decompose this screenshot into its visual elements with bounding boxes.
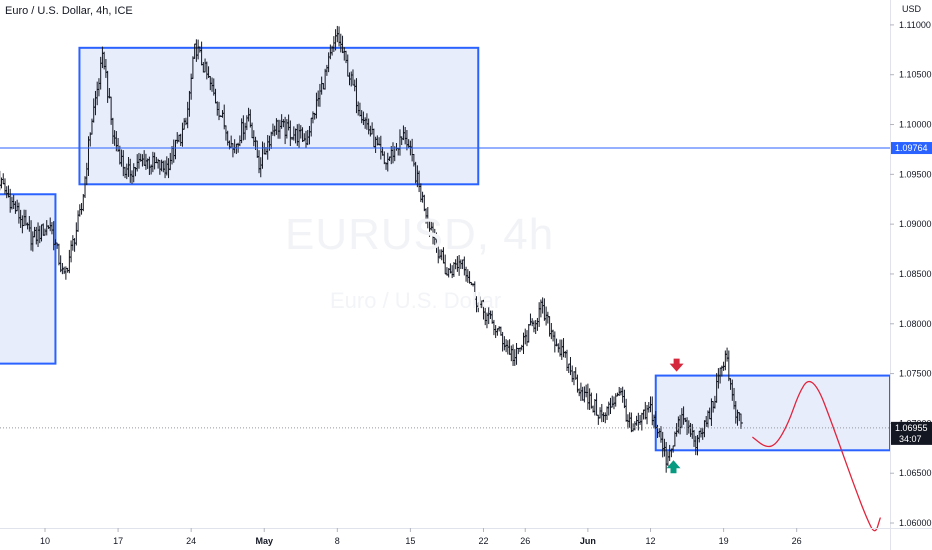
x-tick-label: 12 xyxy=(646,536,656,546)
arrow-down-icon xyxy=(669,358,684,372)
axis-currency-label: USD xyxy=(902,4,922,14)
projection-curve xyxy=(752,380,881,532)
last-price-badge xyxy=(891,421,932,445)
chart-title: Euro / U.S. Dollar, 4h, ICE xyxy=(5,5,133,17)
y-tick-label: 1.11000 xyxy=(899,20,931,30)
arrow-up-icon xyxy=(666,460,681,474)
zone-current xyxy=(654,374,891,452)
current-price-badge xyxy=(891,142,932,155)
x-tick-label: 19 xyxy=(719,536,729,546)
watermark-name: Euro / U.S. Dollar xyxy=(330,288,502,313)
x-tick-label: 8 xyxy=(335,536,340,546)
countdown-label: 34:07 xyxy=(899,434,922,444)
x-tick-label: 22 xyxy=(478,536,488,546)
x-tick-label: 26 xyxy=(792,536,802,546)
x-tick-label: 24 xyxy=(186,536,196,546)
current-price-label: 1.09764 xyxy=(895,143,928,153)
watermark-symbol: EURUSD, 4h xyxy=(285,210,555,259)
y-tick-label: 1.06000 xyxy=(899,518,932,528)
demand-zone-left xyxy=(0,193,57,365)
y-tick-label: 1.06500 xyxy=(899,468,932,478)
y-tick-label: 1.10500 xyxy=(899,70,932,80)
y-tick-label: 1.07500 xyxy=(899,369,932,379)
x-tick-label: 15 xyxy=(405,536,415,546)
y-tick-label: 1.10000 xyxy=(899,120,932,130)
last-price-label: 1.06955 xyxy=(895,423,928,433)
x-tick-label: Jun xyxy=(580,536,596,546)
candle-series xyxy=(0,25,743,473)
y-tick-label: 1.08000 xyxy=(899,319,932,329)
x-tick-label: May xyxy=(255,536,273,546)
x-tick-label: 26 xyxy=(520,536,530,546)
x-tick-label: 10 xyxy=(40,536,50,546)
y-tick-label: 1.09500 xyxy=(899,169,932,179)
y-tick-label: 1.09000 xyxy=(899,219,932,229)
y-tick-label: 1.08500 xyxy=(899,269,932,279)
x-tick-label: 17 xyxy=(113,536,123,546)
